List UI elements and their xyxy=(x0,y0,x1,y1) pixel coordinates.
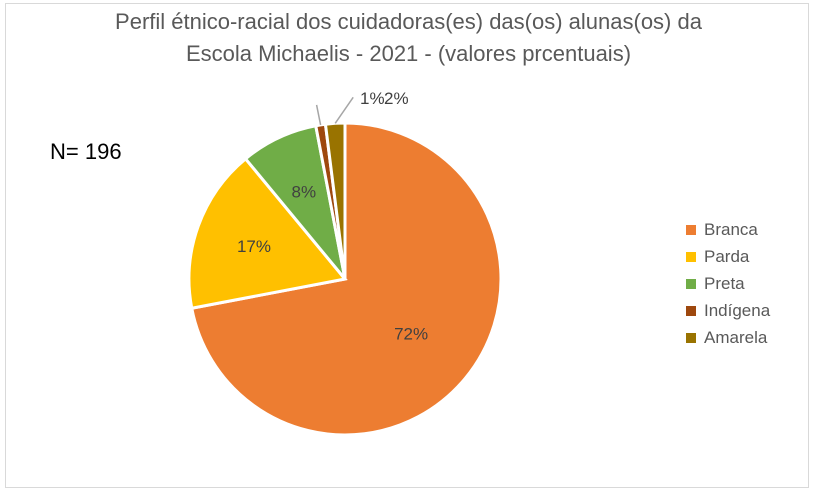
legend-swatch xyxy=(686,278,696,289)
legend-item-parda: Parda xyxy=(686,243,770,270)
legend-swatch xyxy=(686,305,696,316)
data-label-parda: 17% xyxy=(237,237,271,256)
data-label-indigena: 1% xyxy=(360,89,385,108)
data-label-preta: 8% xyxy=(292,182,317,201)
legend-label: Indígena xyxy=(704,300,771,320)
legend-label: Preta xyxy=(704,273,745,293)
legend-swatch xyxy=(686,251,696,262)
leader-line-amarela xyxy=(334,96,354,124)
legend: Branca Parda Preta Indígena Amarela xyxy=(686,216,770,351)
legend-item-indgena: Indígena xyxy=(686,297,770,324)
legend-item-amarela: Amarela xyxy=(686,324,770,351)
legend-label: Branca xyxy=(704,219,758,239)
legend-swatch xyxy=(686,224,696,235)
pie-slice-parda xyxy=(187,156,348,310)
chart-title-line-2: Escola Michaelis - 2021 - (valores prcen… xyxy=(185,41,632,66)
sample-size-note: N= 196 xyxy=(50,139,122,164)
data-label-amarela: 2% xyxy=(384,89,409,108)
legend-label: Parda xyxy=(704,246,750,266)
leader-line-indigena xyxy=(315,104,322,126)
legend-item-preta: Preta xyxy=(686,270,770,297)
legend-item-branca: Branca xyxy=(686,216,770,243)
chart-title-line-1: Perfil étnico-racial dos cuidadoras(es) … xyxy=(115,9,702,34)
legend-swatch xyxy=(686,332,696,343)
chart-title: Perfil étnico-racial dos cuidadoras(es) … xyxy=(0,6,817,70)
legend-label: Amarela xyxy=(704,327,768,347)
data-label-branca: 72% xyxy=(394,325,428,344)
